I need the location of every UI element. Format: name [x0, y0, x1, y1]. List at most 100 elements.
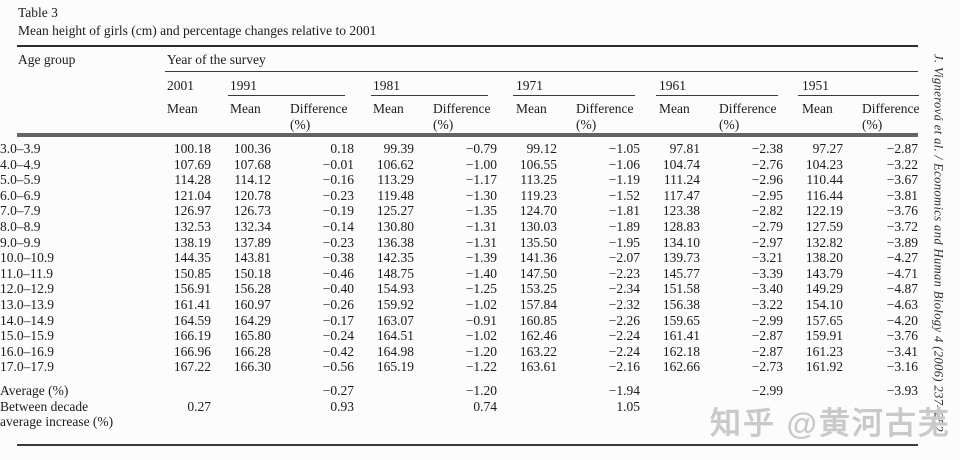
mean-1981-cell: 159.92 — [376, 296, 414, 312]
diff-unit: (%) — [862, 117, 883, 132]
table-row: 17.0–17.9 167.22 166.30 −0.56 165.19 −1.… — [0, 359, 918, 375]
diff-1951-cell: −2.87 — [886, 141, 918, 156]
table-row: 9.0–9.9 138.19 137.89 −0.23 136.38 −1.31… — [0, 235, 918, 251]
table-row: 6.0–6.9 121.04 120.78 −0.23 119.48 −1.30… — [0, 188, 918, 204]
diff-1971-cell: −2.16 — [608, 359, 640, 375]
mean-1951-cell: 138.20 — [805, 250, 843, 266]
age-group-cell: 6.0–6.9 — [0, 187, 41, 203]
diff-1961-cell: −3.40 — [751, 281, 783, 297]
mean-1961-cell: 139.73 — [662, 250, 700, 266]
rule-group-1961 — [656, 95, 778, 96]
mean-1961-cell: 111.24 — [663, 172, 700, 188]
mean-2001-cell: 132.53 — [173, 218, 211, 234]
mean-1981-cell: 136.38 — [376, 234, 414, 250]
diff-1951-cell: −4.20 — [886, 312, 918, 328]
empty-cell — [354, 399, 414, 415]
mean-1961-cell: 162.66 — [662, 359, 700, 375]
diff-1961-cell: −2.95 — [751, 187, 783, 203]
diff-1971-cell: −2.26 — [608, 312, 640, 328]
mean-1981-cell: 106.62 — [376, 156, 414, 172]
diff-unit: (%) — [433, 117, 454, 132]
diff-label: Difference — [290, 101, 348, 116]
age-group-cell: 10.0–10.9 — [0, 250, 54, 266]
mean-1961-cell: 161.41 — [662, 328, 700, 344]
mean-header-1981: Mean — [373, 101, 404, 116]
diff-header-1971: Difference (%) — [576, 101, 633, 133]
mean-1951-cell: 97.27 — [812, 141, 843, 156]
between-d1991: 0.93 — [330, 398, 354, 414]
table-row: 7.0–7.9 126.97 126.73 −0.19 125.27 −1.35… — [0, 203, 918, 219]
diff-1961-cell: −2.99 — [751, 312, 783, 328]
diff-1951-cell: −3.41 — [886, 343, 918, 359]
rule-group-1971 — [513, 95, 635, 96]
diff-1971-cell: −1.81 — [608, 203, 640, 219]
mean-1951-cell: 157.65 — [805, 312, 843, 328]
mean-1961-cell: 104.74 — [662, 156, 700, 172]
diff-1951-cell: −4.63 — [886, 296, 918, 312]
diff-1961-cell: −2.73 — [751, 359, 783, 375]
zhihu-watermark: 知乎 @黄河古芜 — [710, 406, 951, 441]
diff-1991-cell: −0.26 — [322, 296, 354, 312]
table-row: 10.0–10.9 144.35 143.81 −0.38 142.35 −1.… — [0, 250, 918, 266]
between-d1971: 1.05 — [616, 398, 640, 414]
mean-1991-cell: 150.18 — [233, 265, 271, 281]
journal-reference-sidenote: J. Vignerová et al. / Economics and Huma… — [931, 53, 946, 433]
table-row: 13.0–13.9 161.41 160.97 −0.26 159.92 −1.… — [0, 297, 918, 313]
diff-unit: (%) — [290, 117, 311, 132]
mean-2001-cell: 100.18 — [173, 141, 211, 156]
diff-1971-cell: −2.24 — [608, 328, 640, 344]
mean-1961-cell: 151.58 — [662, 281, 700, 297]
diff-1951-cell: −3.76 — [886, 328, 918, 344]
mean-1971-cell: 153.25 — [519, 281, 557, 297]
diff-1991-cell: −0.38 — [322, 250, 354, 266]
empty-cell — [148, 383, 211, 399]
diff-1991-cell: −0.40 — [322, 281, 354, 297]
diff-1971-cell: −2.07 — [608, 250, 640, 266]
column-header-age-group: Age group — [18, 52, 76, 67]
mean-1961-cell: 145.77 — [662, 265, 700, 281]
mean-2001-cell: 138.19 — [173, 234, 211, 250]
year-header-1951: 1951 — [802, 78, 829, 93]
diff-1981-cell: −1.02 — [465, 328, 497, 344]
age-group-cell: 8.0–8.9 — [0, 218, 41, 234]
diff-1971-cell: −1.06 — [608, 156, 640, 172]
year-header-2001: 2001 — [167, 78, 194, 93]
diff-1971-cell: −2.32 — [608, 296, 640, 312]
rule-header-body-separator — [17, 133, 918, 137]
mean-1951-cell: 110.44 — [806, 172, 843, 188]
mean-header-1961: Mean — [659, 101, 690, 116]
diff-1951-cell: −3.22 — [886, 156, 918, 172]
mean-1951-cell: 127.59 — [805, 218, 843, 234]
table-caption: Mean height of girls (cm) and percentage… — [18, 23, 377, 38]
table-row: 16.0–16.9 166.96 166.28 −0.42 164.98 −1.… — [0, 344, 918, 360]
between-decade-label-row2: average increase (%) — [0, 414, 918, 430]
between-decade-row: Between decade 0.27 0.93 0.74 1.05 — [0, 399, 918, 415]
mean-2001-cell: 167.22 — [173, 359, 211, 375]
diff-1991-cell: −0.46 — [322, 265, 354, 281]
diff-1961-cell: −3.22 — [751, 296, 783, 312]
mean-1951-cell: 149.29 — [805, 281, 843, 297]
diff-1951-cell: −3.72 — [886, 218, 918, 234]
mean-1981-cell: 119.48 — [377, 187, 414, 203]
mean-1971-cell: 162.46 — [519, 328, 557, 344]
mean-1971-cell: 163.22 — [519, 343, 557, 359]
mean-1981-cell: 125.27 — [376, 203, 414, 219]
diff-1981-cell: −1.20 — [465, 343, 497, 359]
table-footer: Average (%) −0.27 −1.20 −1.94 −2.99 −3.9… — [0, 375, 918, 430]
mean-header-1951: Mean — [802, 101, 833, 116]
mean-1971-cell: 147.50 — [519, 265, 557, 281]
mean-1981-cell: 165.19 — [376, 359, 414, 375]
diff-label: Difference — [719, 101, 777, 116]
year-header-1961: 1961 — [659, 78, 686, 93]
mean-1991-cell: 164.29 — [233, 312, 271, 328]
mean-1991-cell: 143.81 — [233, 250, 271, 266]
year-header-1981: 1981 — [373, 78, 400, 93]
empty-cell — [211, 399, 271, 415]
mean-1981-cell: 148.75 — [376, 265, 414, 281]
diff-1971-cell: −2.24 — [608, 343, 640, 359]
diff-header-1981: Difference (%) — [433, 101, 490, 133]
mean-1951-cell: 159.91 — [805, 328, 843, 344]
mean-1991-cell: 165.80 — [233, 328, 271, 344]
mean-1981-cell: 99.39 — [383, 141, 414, 156]
mean-2001-cell: 156.91 — [173, 281, 211, 297]
